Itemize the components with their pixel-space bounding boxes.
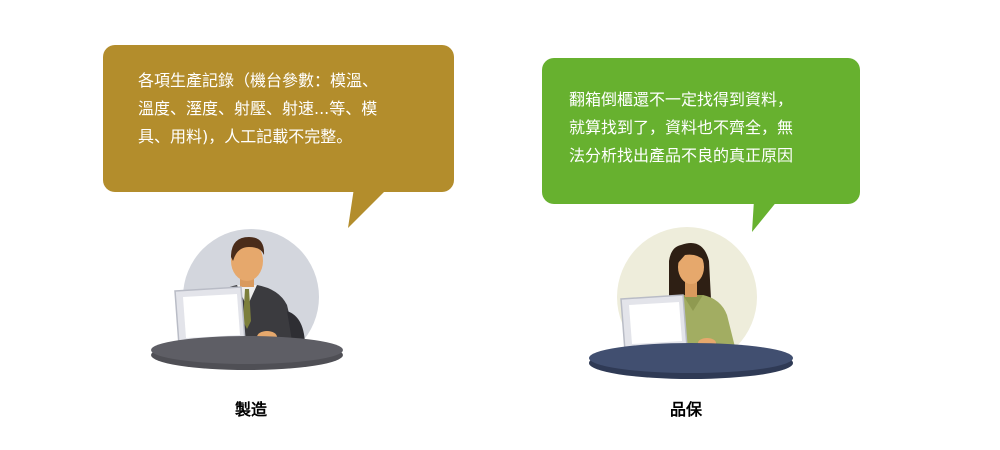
quality-assurance-speech-bubble: 翻箱倒櫃還不一定找得到資料， 就算找到了，資料也不齊全，無 法分析找出產品不良的… xyxy=(542,58,860,204)
manufacturing-bubble-tail xyxy=(348,188,388,228)
manufacturing-bubble-text: 各項生產記錄（機台參數：模溫、 溫度、溼度、射壓、射速...等、模 具、用料)，… xyxy=(138,71,379,146)
quality-assurance-bubble-tail xyxy=(752,200,778,232)
manufacturing-speech-bubble: 各項生產記錄（機台參數：模溫、 溫度、溼度、射壓、射速...等、模 具、用料)，… xyxy=(103,45,454,192)
female-worker-at-laptop-icon xyxy=(589,227,793,379)
quality-assurance-label: 品保 xyxy=(669,400,703,419)
manufacturing-label: 製造 xyxy=(234,400,268,419)
male-worker-at-laptop-icon xyxy=(151,229,343,370)
quality-assurance-bubble-text: 翻箱倒櫃還不一定找得到資料， 就算找到了，資料也不齊全，無 法分析找出產品不良的… xyxy=(569,90,794,165)
